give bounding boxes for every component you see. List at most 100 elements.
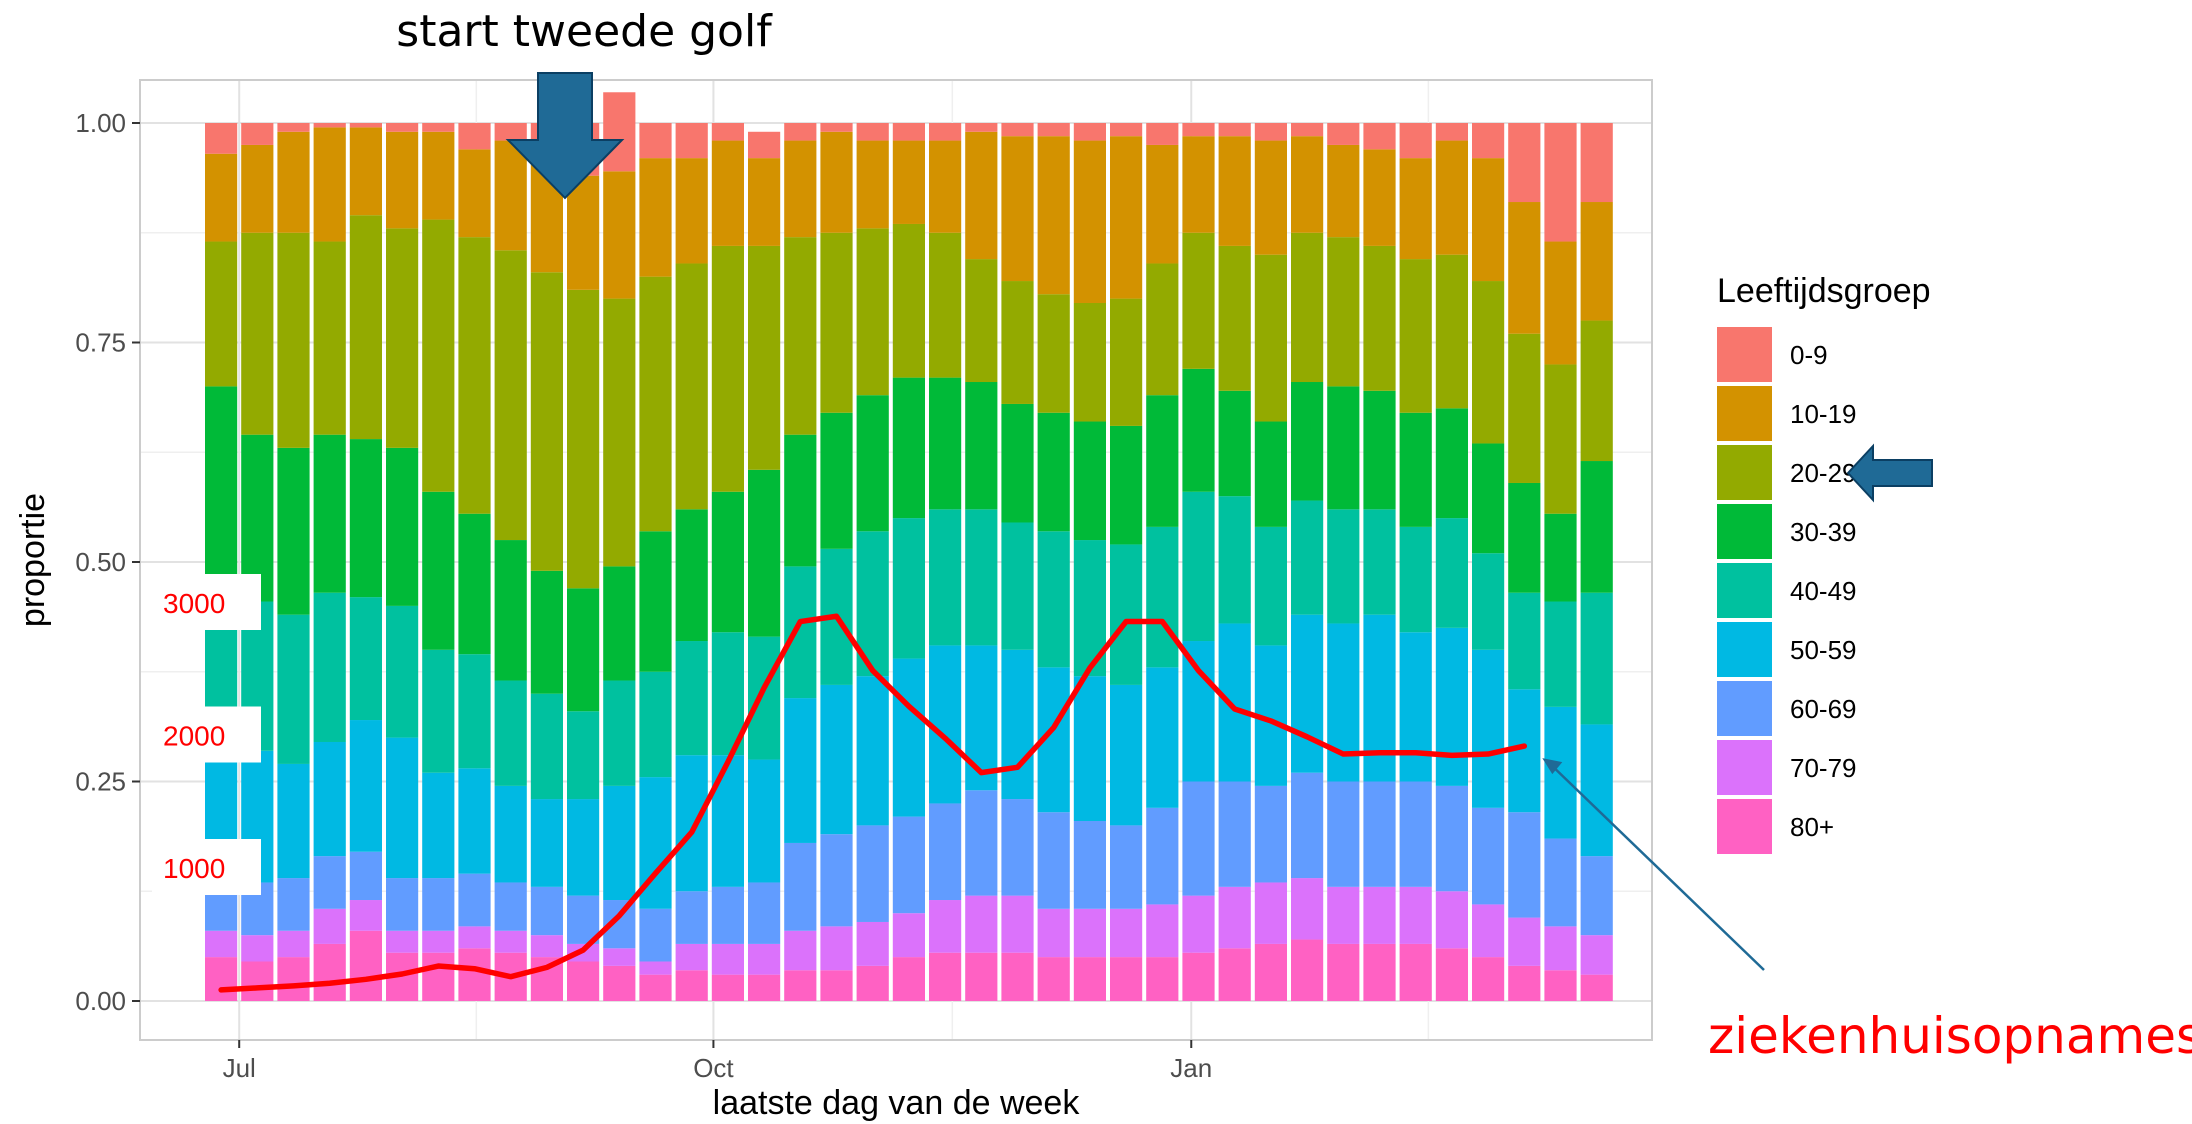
bar-segment — [1073, 302, 1106, 422]
bar-segment — [892, 658, 925, 817]
bar-segment — [277, 131, 310, 233]
bar-segment — [241, 232, 274, 435]
bar-segment — [1001, 522, 1034, 650]
bar-segment — [1110, 908, 1143, 958]
bar-segment — [458, 873, 491, 927]
legend-item-label: 10-19 — [1790, 399, 1857, 429]
bar-segment — [349, 720, 382, 852]
bar-segment — [241, 935, 274, 962]
bar-segment — [277, 232, 310, 448]
bar-segment — [1110, 684, 1143, 826]
bar-segment — [205, 241, 238, 387]
bar-segment — [1435, 785, 1468, 892]
bar-segment — [1399, 158, 1432, 260]
bar-segment — [458, 513, 491, 655]
bar-segment — [1001, 649, 1034, 800]
annotation-start-tweede-golf: start tweede golf — [396, 6, 773, 57]
bar-segment — [820, 970, 853, 1001]
bar-segment — [422, 123, 455, 132]
bar-segment — [349, 439, 382, 598]
pointer-line — [1549, 763, 1765, 971]
panel-border — [139, 79, 1653, 1041]
annotations: start tweede golf ziekenhuisopnames — [396, 6, 2192, 1065]
bar-segment — [639, 276, 672, 532]
bar-segment — [313, 856, 346, 909]
bar-segment — [1544, 838, 1577, 927]
bar-segment — [892, 957, 925, 1001]
bar-segment — [1218, 623, 1251, 782]
left-arrow-icon — [1846, 443, 1933, 503]
y-tick-label: 1.00 — [75, 108, 126, 138]
legend-item-label: 30-39 — [1790, 517, 1857, 547]
bar-segment — [530, 935, 563, 958]
bar-segment — [1508, 202, 1541, 334]
bar-segment — [675, 943, 708, 971]
bar-segment — [1327, 386, 1360, 510]
bar-segment — [965, 123, 998, 132]
bar-segment — [313, 127, 346, 242]
bar-segment — [1254, 785, 1287, 883]
bar-segment — [1544, 926, 1577, 971]
bar-segment — [349, 215, 382, 440]
bar-segment — [1110, 298, 1143, 426]
bar-segment — [1472, 649, 1505, 808]
bar-segment — [748, 245, 781, 470]
bar-segment — [820, 684, 853, 835]
bar-segment — [1146, 526, 1179, 668]
bar-segment — [1508, 333, 1541, 483]
bar-segment — [1544, 601, 1577, 707]
bars — [205, 92, 1613, 1001]
y-tick-label: 0.50 — [75, 547, 126, 577]
y-axis-title: proportie — [14, 493, 52, 627]
bar-segment — [458, 948, 491, 1001]
bar-segment — [1327, 144, 1360, 238]
bar-segment — [530, 799, 563, 887]
y-axis: 0.00 0.25 0.50 0.75 1.00 — [75, 108, 140, 1016]
bar-segment — [1399, 412, 1432, 527]
bar-segment — [1580, 202, 1613, 321]
bar-segment — [1001, 136, 1034, 282]
bar-segment — [567, 799, 600, 896]
bar-segment — [639, 974, 672, 1001]
bar-segment — [1399, 943, 1432, 1001]
bar-segment — [1508, 482, 1541, 593]
bar-segment — [820, 412, 853, 549]
legend-item-label: 20-29 — [1790, 458, 1857, 488]
secondary-axis-label: 2000 — [163, 721, 225, 752]
bar-segment — [748, 943, 781, 975]
bar-segment — [494, 882, 527, 931]
bar-segment — [965, 382, 998, 510]
bar-segment — [965, 509, 998, 646]
bar-segment — [784, 434, 817, 567]
bar-segment — [1508, 123, 1541, 203]
bar-segment — [530, 886, 563, 936]
x-axis-title: laatste dag van de week — [713, 1084, 1081, 1122]
bar-segment — [494, 540, 527, 681]
bar-segment — [856, 676, 889, 826]
bar-segment — [748, 636, 781, 760]
bar-segment — [1073, 957, 1106, 1001]
bar-segment — [1472, 281, 1505, 444]
bar-segment — [675, 123, 708, 159]
bar-segment — [241, 123, 274, 145]
bar-segment — [349, 597, 382, 721]
bar-segment — [386, 737, 419, 879]
bar-segment — [422, 952, 455, 1001]
bar-segment — [1218, 136, 1251, 246]
bar-segment — [1399, 886, 1432, 944]
bar-segment — [639, 158, 672, 277]
bar-segment — [1580, 856, 1613, 936]
bar-segment — [1254, 254, 1287, 422]
bar-segment — [458, 123, 491, 150]
bar-segment — [603, 171, 636, 299]
legend-item-label: 0-9 — [1790, 340, 1828, 370]
bar-segment — [1037, 957, 1070, 1001]
bar-segment — [1363, 614, 1396, 782]
bar-segment — [1001, 799, 1034, 896]
bar-segment — [1399, 781, 1432, 887]
x-tick-label: Jul — [223, 1053, 256, 1083]
legend-swatch — [1717, 622, 1772, 677]
bar-segment — [748, 882, 781, 944]
bar-segment — [422, 219, 455, 492]
bar-segment — [1363, 123, 1396, 150]
